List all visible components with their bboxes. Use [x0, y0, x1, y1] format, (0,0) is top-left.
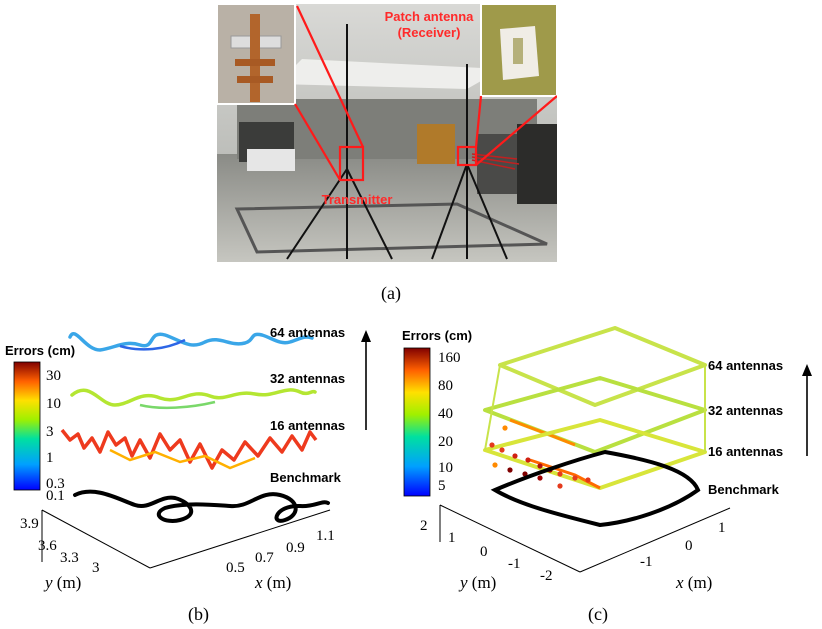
outlier-point [537, 463, 543, 469]
outlier-point [512, 453, 518, 459]
colorbar [403, 347, 431, 497]
y-tick: -1 [508, 556, 521, 572]
outlier-point [499, 447, 505, 453]
layer-label-64: 64 antennas [270, 325, 345, 340]
outlier-point [557, 471, 563, 477]
transmitter-label: Transmitter [322, 192, 393, 207]
colorbar [13, 361, 41, 491]
colorbar-tick: 40 [438, 406, 453, 422]
layer-label-benchmark: Benchmark [708, 482, 780, 497]
y-axis-depth-line [41, 509, 151, 569]
caption-c: (c) [588, 604, 608, 624]
outlier-point [492, 462, 498, 468]
trace-64-antennas [68, 332, 314, 352]
x-tick: -1 [640, 554, 653, 570]
x-tick: 0.7 [255, 550, 274, 566]
trace-benchmark [73, 489, 330, 523]
x-tick: 1 [718, 520, 726, 536]
outlier-point [572, 475, 578, 481]
colorbar-title: Errors (cm) [5, 343, 75, 358]
caption-b: (b) [188, 604, 209, 624]
outlier-point [502, 425, 508, 431]
x-axis-label: x (m) [675, 573, 712, 592]
trace-benchmark [490, 449, 701, 528]
layer-label-benchmark: Benchmark [270, 470, 342, 485]
colorbar-tick: 0.3 [46, 476, 65, 492]
x-tick: 0 [685, 538, 693, 554]
y-tick: 3.6 [38, 538, 57, 554]
outlier-point [537, 475, 543, 481]
trace-16-antennas [60, 428, 318, 470]
colorbar-tick: 30 [46, 368, 61, 384]
x-axis-line [149, 509, 331, 569]
y-tick: 3.3 [60, 550, 79, 566]
trace-64-antennas [498, 326, 707, 407]
layer-label-64: 64 antennas [708, 358, 783, 373]
colorbar-tick: 0.1 [46, 488, 65, 504]
colorbar-tick: 3 [46, 424, 54, 440]
outlier-point [525, 457, 531, 463]
trace-32-antennas [70, 388, 317, 407]
receiver-label: Patch antenna [385, 9, 475, 24]
x-axis-line [579, 507, 731, 573]
colorbar-tick: 10 [438, 460, 453, 476]
outlier-point [507, 467, 513, 473]
layer-label-16: 16 antennas [270, 418, 345, 433]
x-tick: 0.9 [286, 540, 305, 556]
colorbar-tick: 10 [46, 396, 61, 412]
layer-label-32: 32 antennas [708, 403, 783, 418]
colorbar-tick: 20 [438, 434, 453, 450]
y-axis-label: y (m) [43, 573, 81, 592]
y-tick: 3.9 [20, 516, 39, 532]
outlier-point [557, 483, 563, 489]
caption-a: (a) [381, 283, 401, 303]
y-tick: 0 [480, 544, 488, 560]
colorbar-tick: 5 [438, 478, 446, 494]
outlier-point [489, 442, 495, 448]
x-tick: 1.1 [316, 528, 335, 544]
y-axis-line [439, 504, 581, 573]
y-tick: -2 [540, 568, 553, 584]
colorbar-title: Errors (cm) [402, 328, 472, 343]
x-tick: 0.5 [226, 560, 245, 576]
outlier-points [489, 425, 591, 489]
colorbar-tick: 80 [438, 378, 453, 394]
y-tick: 2 [420, 518, 428, 534]
y-tick: 1 [448, 530, 456, 546]
x-axis-label: x (m) [254, 573, 291, 592]
y-tick: 3 [92, 560, 100, 576]
colorbar-tick: 1 [46, 450, 54, 466]
outlier-point [585, 477, 591, 483]
receiver-label-sub: (Receiver) [398, 25, 461, 40]
layer-label-32: 32 antennas [270, 371, 345, 386]
lab-setup-photo: Patch antenna (Receiver) Transmitter [217, 4, 557, 262]
figure-b-trajectory-plot: Errors (cm) 30 10 3 1 0.30.1 64 antennas 32 … [5, 325, 371, 592]
y-axis-label: y (m) [458, 573, 496, 592]
layer-label-16: 16 antennas [708, 444, 783, 459]
colorbar-tick: 160 [438, 350, 461, 366]
